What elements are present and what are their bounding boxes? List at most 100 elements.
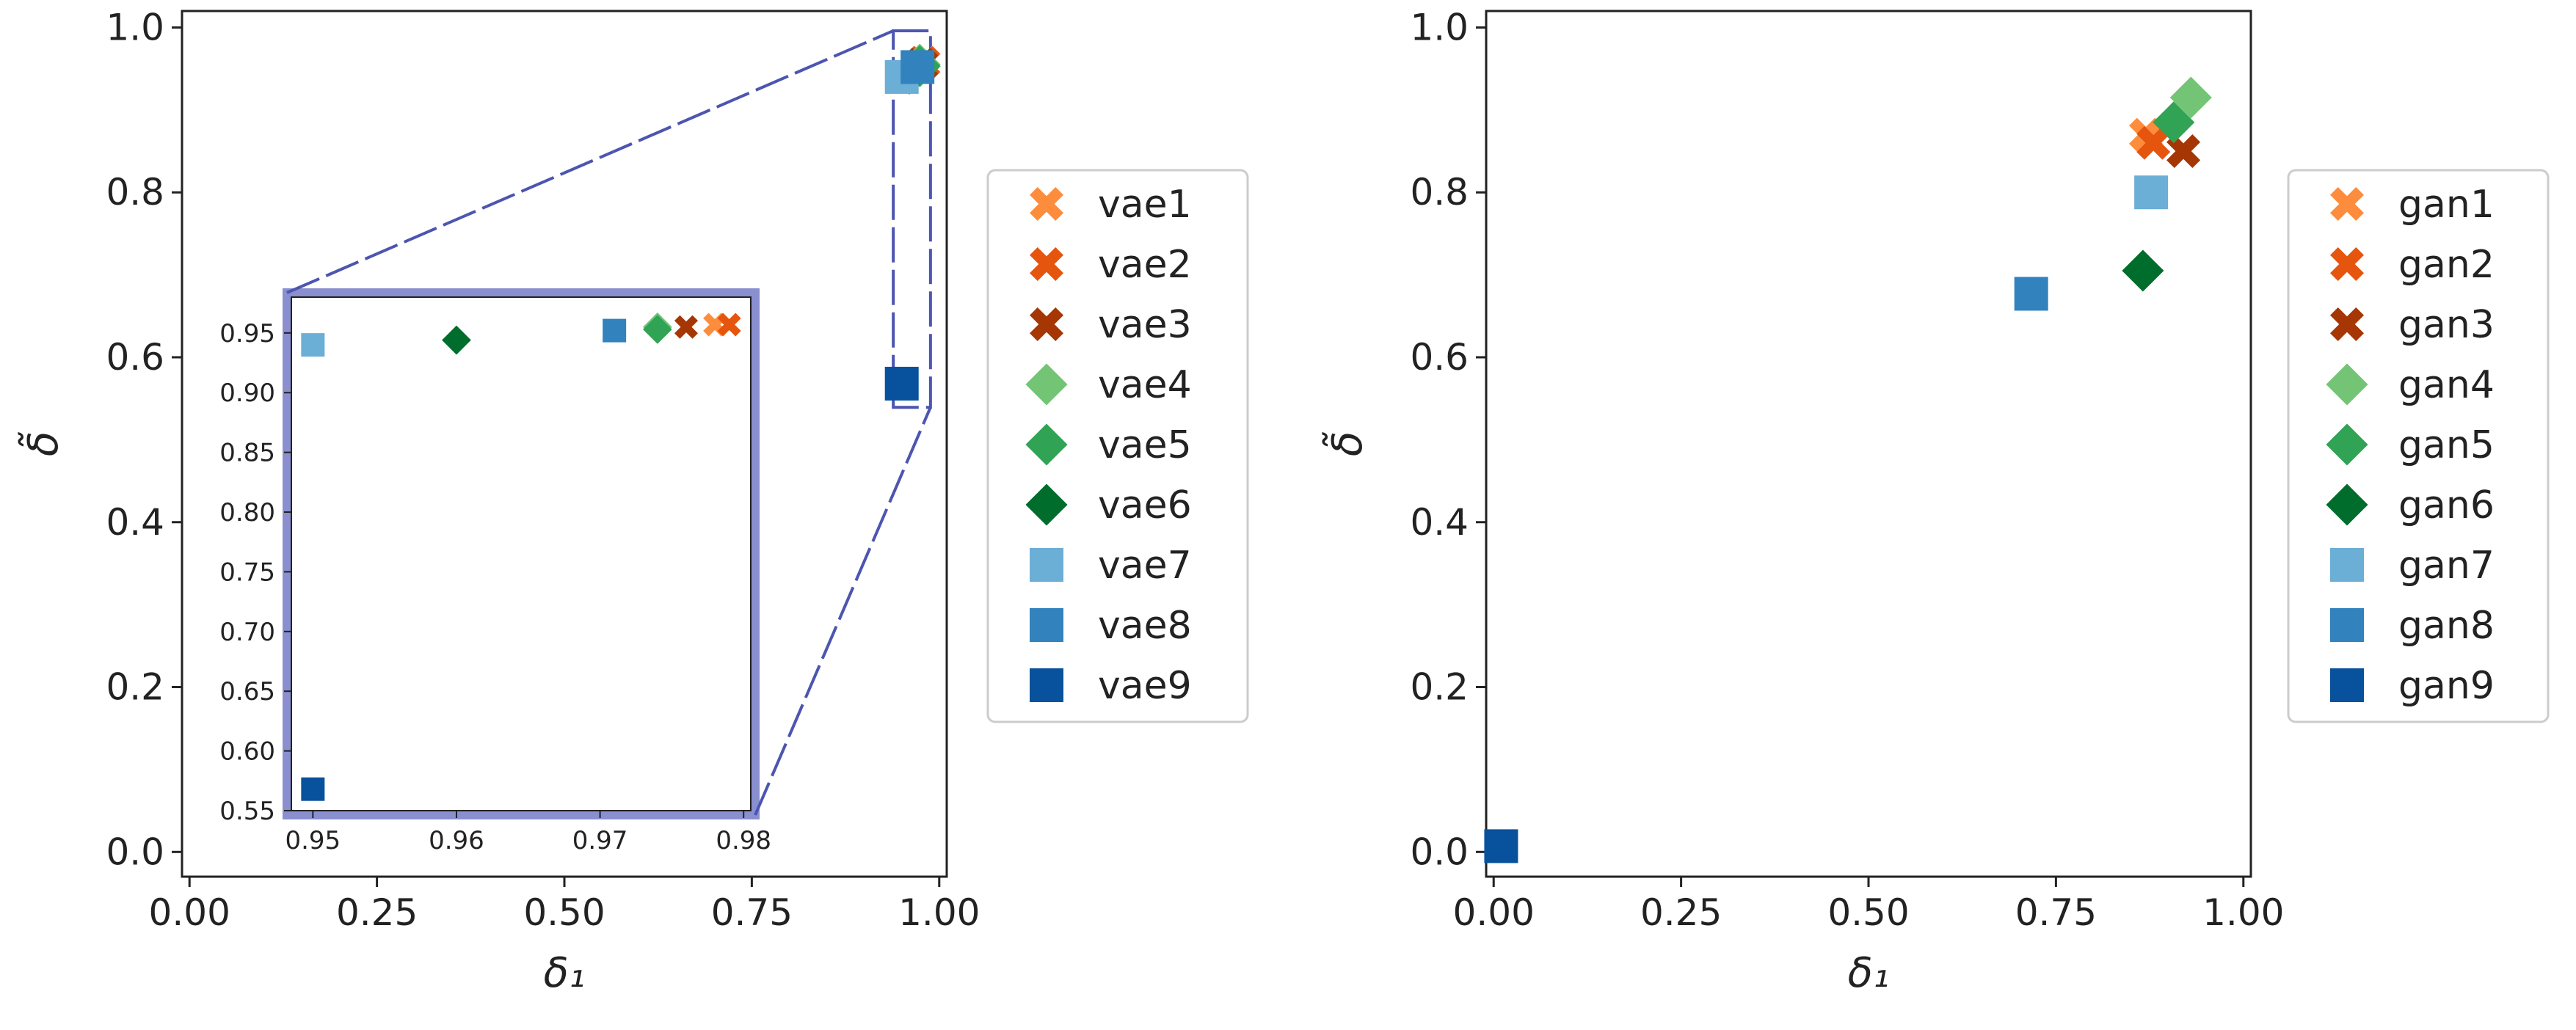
x-tick-label: 0.00 xyxy=(1453,891,1535,934)
legend-label-gan2: gan2 xyxy=(2398,243,2495,287)
inset-border xyxy=(283,288,760,819)
x-axis-label: δ₁ xyxy=(544,949,586,997)
point-gan9 xyxy=(1484,829,1518,863)
legend-marker-gan6 xyxy=(2326,483,2368,526)
panel-left: 0.00 0.25 0.50 0.75 1.00 0.0 0.2 0.4 0.6 0.8 1.0 δ₁… xyxy=(18,6,1249,997)
y-tick-label: 0.8 xyxy=(106,171,164,213)
legend-marker-vae1 xyxy=(1030,187,1063,221)
legend: vae1 vae2 vae3 vae4 vae5 vae6 vae7 vae8 vae9 xyxy=(986,169,1249,723)
inset-y-tick-label: 0.80 xyxy=(219,498,275,527)
y-axis-label: δ̃ xyxy=(1322,431,1372,456)
legend-label-gan9: gan9 xyxy=(2398,664,2495,708)
legend-label-gan3: gan3 xyxy=(2398,303,2495,347)
x-axis-label: δ₁ xyxy=(1848,949,1890,997)
legend-frame xyxy=(2287,169,2550,723)
panel-right: 0.00 0.25 0.50 0.75 1.00 0.0 0.2 0.4 0.6 0.8 1.0 δ₁… xyxy=(1322,6,2550,997)
legend-frame xyxy=(986,169,1249,723)
point-gan7 xyxy=(2134,175,2169,210)
x-tick-label: 0.25 xyxy=(336,891,418,934)
y-tick-label: 0.6 xyxy=(106,336,164,379)
inset-point-vae3 xyxy=(674,315,698,339)
legend-label-gan4: gan4 xyxy=(2398,363,2495,407)
legend-label-vae5: vae5 xyxy=(1098,423,1192,467)
legend-marker-vae2 xyxy=(1030,247,1063,281)
zoom-connector-top xyxy=(286,29,894,294)
inset-point-vae6 xyxy=(442,325,471,355)
inset-x-tick-label: 0.95 xyxy=(285,826,341,855)
legend-label-vae1: vae1 xyxy=(1098,183,1192,227)
legend-label-vae8: vae8 xyxy=(1098,604,1192,648)
legend-marker-gan5 xyxy=(2326,423,2368,466)
y-axis-label: δ̃ xyxy=(18,431,68,456)
point-vae9 xyxy=(884,366,919,401)
legend-label-gan1: gan1 xyxy=(2398,183,2495,227)
x-tick-label: 0.25 xyxy=(1640,891,1722,934)
y-tick-label: 0.0 xyxy=(106,830,164,873)
x-tick-label: 1.00 xyxy=(2202,891,2284,934)
legend-marker-vae8 xyxy=(1030,608,1063,642)
inset-y-tick-label: 0.60 xyxy=(219,737,275,767)
inset-y-tick-label: 0.85 xyxy=(219,439,275,468)
inset-y-tick-label: 0.65 xyxy=(219,677,275,706)
y-tick-label: 0.4 xyxy=(106,501,164,544)
zoom-region-box xyxy=(892,29,932,409)
legend-marker-gan8 xyxy=(2330,608,2364,642)
legend-label-vae7: vae7 xyxy=(1098,544,1192,588)
y-tick-label: 0.8 xyxy=(1410,171,1469,213)
point-gan2 xyxy=(2136,125,2171,160)
inset-point-vae5 xyxy=(643,315,672,344)
x-tick-label: 0.50 xyxy=(523,891,605,934)
x-tick-label: 0.75 xyxy=(711,891,793,934)
legend-marker-vae4 xyxy=(1025,363,1068,406)
inset-point-vae2 xyxy=(717,313,741,337)
legend-marker-gan2 xyxy=(2330,247,2364,281)
inset-point-vae7 xyxy=(301,333,325,357)
point-vae8 xyxy=(900,50,935,84)
y-tick-label: 1.0 xyxy=(106,6,164,48)
legend-marker-gan1 xyxy=(2330,187,2364,221)
legend-marker-vae9 xyxy=(1030,668,1063,702)
point-gan5 xyxy=(2153,101,2195,144)
point-gan6 xyxy=(2122,249,2164,292)
y-tick-label: 1.0 xyxy=(1410,6,1469,48)
legend-marker-gan7 xyxy=(2330,548,2364,582)
legend-label-vae6: vae6 xyxy=(1098,483,1192,527)
inset: 0.95 0.96 0.97 0.98 0.55 0.60 0.65 0.70 0.75 0.80… xyxy=(219,288,771,855)
legend-marker-vae5 xyxy=(1025,423,1068,466)
x-tick-label: 0.50 xyxy=(1827,891,1909,934)
x-tick-label: 1.00 xyxy=(898,891,980,934)
legend-marker-gan9 xyxy=(2330,668,2364,702)
legend-label-vae4: vae4 xyxy=(1098,363,1192,407)
legend-label-vae3: vae3 xyxy=(1098,303,1192,347)
y-tick-label: 0.6 xyxy=(1410,336,1469,379)
legend-label-gan6: gan6 xyxy=(2398,483,2495,527)
point-gan4 xyxy=(2169,76,2212,119)
inset-x-tick-label: 0.98 xyxy=(716,826,771,855)
inset-y-tick-label: 0.70 xyxy=(219,618,275,647)
legend-marker-gan3 xyxy=(2330,307,2364,341)
inset-y-tick-label: 0.95 xyxy=(219,319,275,348)
y-tick-label: 0.2 xyxy=(106,666,164,709)
y-tick-label: 0.4 xyxy=(1410,501,1469,544)
inset-y-tick-label: 0.55 xyxy=(219,797,275,826)
legend-marker-vae3 xyxy=(1030,307,1063,341)
point-gan3 xyxy=(2166,134,2201,169)
legend-label-gan7: gan7 xyxy=(2398,544,2495,588)
legend: gan1 gan2 gan3 gan4 gan5 gan6 gan7 gan8 gan9 xyxy=(2287,169,2550,723)
inset-point-vae9 xyxy=(301,777,325,801)
inset-x-tick-label: 0.96 xyxy=(429,826,484,855)
legend-label-vae2: vae2 xyxy=(1098,243,1192,287)
legend-marker-gan4 xyxy=(2326,363,2368,406)
legend-label-gan5: gan5 xyxy=(2398,423,2495,467)
legend-marker-vae6 xyxy=(1025,483,1068,526)
inset-y-tick-label: 0.75 xyxy=(219,558,275,587)
inset-y-tick-label: 0.90 xyxy=(219,379,275,408)
legend-marker-vae7 xyxy=(1030,548,1063,582)
zoom-connector-bottom xyxy=(754,406,932,816)
legend-label-gan8: gan8 xyxy=(2398,604,2495,648)
point-gan8 xyxy=(2014,277,2048,311)
y-tick-label: 0.2 xyxy=(1410,666,1469,709)
x-tick-label: 0.00 xyxy=(149,891,230,934)
legend-label-vae9: vae9 xyxy=(1098,664,1192,708)
